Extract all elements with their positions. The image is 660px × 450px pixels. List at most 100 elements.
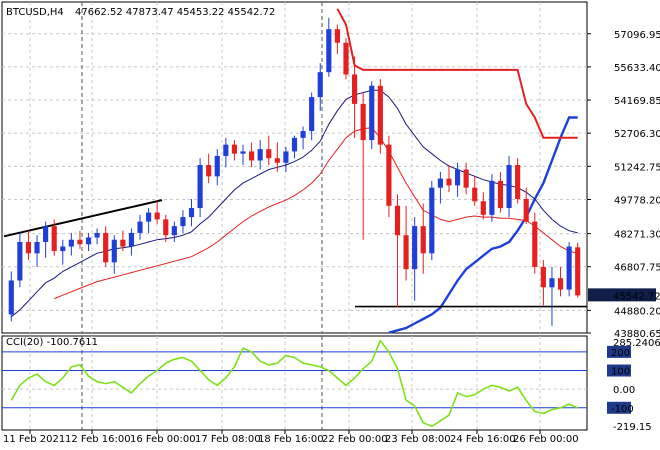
candle-body — [300, 131, 306, 138]
candle-body — [85, 237, 92, 245]
candle-body — [446, 178, 452, 186]
candle-body — [154, 212, 160, 220]
candle-body — [257, 149, 263, 161]
x-axis-label: 12 Feb 16:00 — [65, 434, 131, 445]
cci-axis-label: 285.2406 — [613, 338, 660, 349]
candle-body — [394, 205, 401, 236]
candle-body — [231, 144, 237, 154]
candle-body — [386, 144, 392, 206]
chart-header-ohlc: 47662.52 47873.47 45453.22 45542.72 — [75, 7, 275, 18]
candle-body — [146, 212, 152, 222]
stop-trend-line — [336, 8, 578, 139]
price-axis-label: 43880.65 — [614, 329, 660, 340]
candle-body — [68, 239, 74, 247]
price-panel-frame — [1, 1, 588, 334]
price-axis-label: 48271.30 — [614, 230, 660, 241]
x-axis-label: 22 Feb 00:00 — [322, 434, 388, 445]
candle-body — [103, 232, 109, 263]
candle-body — [266, 149, 272, 159]
candle-body — [43, 226, 49, 242]
candle-body — [557, 278, 564, 290]
candle-body — [334, 29, 340, 43]
candle-body — [206, 165, 212, 177]
candle-body — [240, 151, 246, 154]
candle-body — [137, 221, 143, 233]
candle-body — [532, 221, 538, 267]
price-axis-label: 55633.40 — [614, 63, 660, 74]
x-axis-label: 17 Feb 08:00 — [195, 434, 261, 445]
candle-body — [249, 151, 255, 161]
candle-body — [326, 29, 332, 73]
candle-body — [309, 97, 315, 132]
candle-body — [463, 169, 469, 188]
x-axis-label: 26 Feb 00:00 — [513, 434, 579, 445]
candle-body — [489, 180, 495, 215]
candle-body — [163, 219, 169, 236]
x-axis-label: 24 Feb 16:00 — [450, 434, 516, 445]
candle-body — [412, 226, 418, 270]
cci-level-badge — [607, 345, 631, 358]
candle-body — [223, 144, 229, 156]
candle-body — [197, 165, 203, 209]
candle-body — [291, 137, 298, 152]
candle-body — [566, 246, 572, 290]
candle-body — [377, 85, 383, 145]
candle-body — [369, 85, 375, 141]
price-axis-label: 44880.20 — [614, 306, 660, 317]
candle-body — [540, 266, 546, 288]
candle-body — [111, 239, 117, 263]
candle-body — [549, 278, 555, 288]
candle-body — [17, 241, 23, 281]
cci-axis-label: -100 — [611, 404, 634, 415]
x-axis-label: 18 Feb 16:00 — [258, 434, 324, 445]
candle-body — [506, 165, 512, 209]
candle-body — [274, 158, 280, 163]
candle-body — [497, 180, 504, 209]
x-axis-label: 16 Feb 00:00 — [130, 434, 196, 445]
cci-axis-label: -219.15 — [613, 422, 652, 433]
x-axis-label: 11 Feb 2021 — [3, 434, 65, 445]
price-axis-label: 46807.75 — [614, 263, 660, 274]
candle-body — [523, 198, 529, 222]
cci-level-badge — [607, 401, 631, 414]
candle-body — [429, 187, 435, 254]
cci-axis-label: 100 — [611, 367, 630, 378]
chart-header-symbol: BTCUSD,H4 — [6, 7, 64, 18]
price-axis-label: 54169.85 — [614, 96, 660, 107]
cci-level-badge — [607, 364, 631, 377]
candle-body — [60, 246, 66, 252]
candle-body — [437, 178, 443, 188]
candle-body — [180, 217, 186, 227]
candle-body — [188, 208, 195, 218]
price-axis-label: 57096.95 — [614, 30, 660, 41]
cci-axis-label: 0.00 — [613, 385, 635, 396]
x-axis-label: 23 Feb 08:00 — [385, 434, 451, 445]
price-axis-label: 49778.20 — [614, 195, 660, 206]
candle-body — [34, 241, 40, 254]
cci-axis-label: 200 — [611, 348, 630, 359]
support-trend-line — [388, 116, 578, 334]
price-axis-label: 51242.75 — [614, 162, 660, 173]
candle-body — [343, 42, 349, 75]
cci-panel-frame — [1, 335, 588, 431]
candle-body — [77, 239, 83, 245]
candle-body — [8, 280, 14, 315]
candle-body — [480, 201, 486, 215]
ma-slow-line — [54, 127, 578, 300]
price-axis-label: 52706.30 — [614, 129, 660, 140]
candle-body — [472, 187, 478, 202]
candle-body — [51, 226, 57, 252]
candle-body — [420, 226, 426, 254]
candle-body — [360, 103, 366, 141]
current-price-badge — [588, 288, 656, 302]
candle-body — [283, 151, 289, 163]
candle-body — [317, 72, 323, 98]
cci-line — [10, 339, 579, 428]
candle-body — [515, 165, 521, 199]
candle-body — [403, 235, 409, 270]
candle-body — [94, 232, 100, 238]
candle-body — [25, 241, 32, 254]
candle-body — [128, 232, 135, 247]
